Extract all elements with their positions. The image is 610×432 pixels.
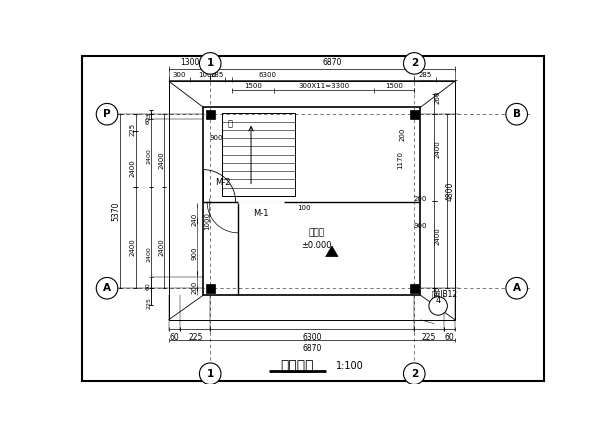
Text: 23: 23 bbox=[146, 112, 151, 120]
Text: 240: 240 bbox=[192, 213, 198, 226]
Text: 贮存室: 贮存室 bbox=[309, 228, 325, 237]
Text: 1500: 1500 bbox=[244, 83, 262, 89]
Circle shape bbox=[403, 363, 425, 384]
Text: A: A bbox=[103, 283, 111, 293]
Text: 200: 200 bbox=[414, 196, 427, 202]
Circle shape bbox=[199, 53, 221, 74]
Text: 2400: 2400 bbox=[129, 238, 135, 255]
Text: 60: 60 bbox=[445, 333, 454, 342]
Circle shape bbox=[506, 103, 528, 125]
Circle shape bbox=[506, 277, 528, 299]
Text: 6300: 6300 bbox=[303, 333, 322, 342]
Text: 225: 225 bbox=[129, 123, 135, 136]
Text: 1500: 1500 bbox=[386, 83, 403, 89]
Text: 一层平面: 一层平面 bbox=[281, 359, 314, 373]
Text: 2400: 2400 bbox=[129, 159, 135, 177]
Text: 5370: 5370 bbox=[112, 201, 121, 221]
Text: 1000: 1000 bbox=[204, 212, 210, 230]
Bar bbox=[410, 110, 419, 119]
Text: 285: 285 bbox=[211, 72, 224, 78]
Text: 285: 285 bbox=[434, 286, 440, 299]
Text: 2400: 2400 bbox=[159, 238, 165, 255]
Circle shape bbox=[403, 53, 425, 74]
Text: 2400: 2400 bbox=[434, 140, 440, 158]
Text: 900: 900 bbox=[209, 135, 223, 141]
Text: P: P bbox=[103, 109, 111, 119]
Circle shape bbox=[429, 297, 447, 315]
Text: 1: 1 bbox=[207, 368, 214, 379]
Text: 6300: 6300 bbox=[258, 72, 276, 78]
Text: 260: 260 bbox=[434, 91, 440, 104]
Circle shape bbox=[96, 277, 118, 299]
Text: B: B bbox=[512, 109, 521, 119]
Circle shape bbox=[199, 363, 221, 384]
Text: 225: 225 bbox=[422, 333, 436, 342]
Bar bbox=[206, 284, 215, 293]
Polygon shape bbox=[326, 246, 338, 257]
Text: 2400: 2400 bbox=[146, 246, 151, 262]
Text: 4800: 4800 bbox=[446, 182, 455, 201]
Bar bbox=[203, 107, 420, 295]
Text: 散水: 散水 bbox=[436, 300, 445, 309]
Text: 1170: 1170 bbox=[397, 151, 403, 169]
Circle shape bbox=[96, 103, 118, 125]
Text: 2400: 2400 bbox=[434, 227, 440, 245]
Text: 225: 225 bbox=[146, 297, 151, 308]
Text: 2: 2 bbox=[411, 58, 418, 68]
Text: 6870: 6870 bbox=[302, 344, 321, 353]
Text: M-1: M-1 bbox=[253, 209, 269, 218]
Text: 200: 200 bbox=[192, 280, 198, 294]
Text: 300: 300 bbox=[173, 72, 186, 78]
Text: 200: 200 bbox=[400, 127, 406, 141]
Text: 6870: 6870 bbox=[323, 58, 342, 67]
Text: 2400: 2400 bbox=[159, 151, 165, 168]
Text: 1000: 1000 bbox=[198, 72, 217, 78]
Text: M-2: M-2 bbox=[215, 178, 230, 187]
Bar bbox=[222, 114, 295, 196]
Text: 2400: 2400 bbox=[146, 149, 151, 164]
Text: 1300: 1300 bbox=[180, 58, 199, 67]
Text: 上: 上 bbox=[228, 120, 233, 129]
Text: 4: 4 bbox=[436, 296, 441, 305]
Bar bbox=[410, 284, 419, 293]
Text: ±0.000: ±0.000 bbox=[301, 241, 332, 251]
Text: A: A bbox=[512, 283, 521, 293]
Bar bbox=[206, 110, 215, 119]
Text: 900: 900 bbox=[192, 247, 198, 260]
Bar bbox=[168, 81, 455, 320]
Text: 1: 1 bbox=[207, 58, 214, 68]
Text: 西南JB12: 西南JB12 bbox=[432, 290, 458, 299]
Text: 285: 285 bbox=[418, 72, 432, 78]
Text: 1:100: 1:100 bbox=[336, 361, 364, 371]
Text: 300X11=3300: 300X11=3300 bbox=[299, 83, 350, 89]
Text: 2: 2 bbox=[411, 368, 418, 379]
Text: 225: 225 bbox=[188, 333, 203, 342]
Text: 60: 60 bbox=[146, 117, 151, 124]
Text: 100: 100 bbox=[297, 205, 310, 211]
Text: 60: 60 bbox=[170, 333, 179, 342]
Text: 900: 900 bbox=[414, 223, 427, 229]
Text: 60: 60 bbox=[146, 283, 151, 290]
